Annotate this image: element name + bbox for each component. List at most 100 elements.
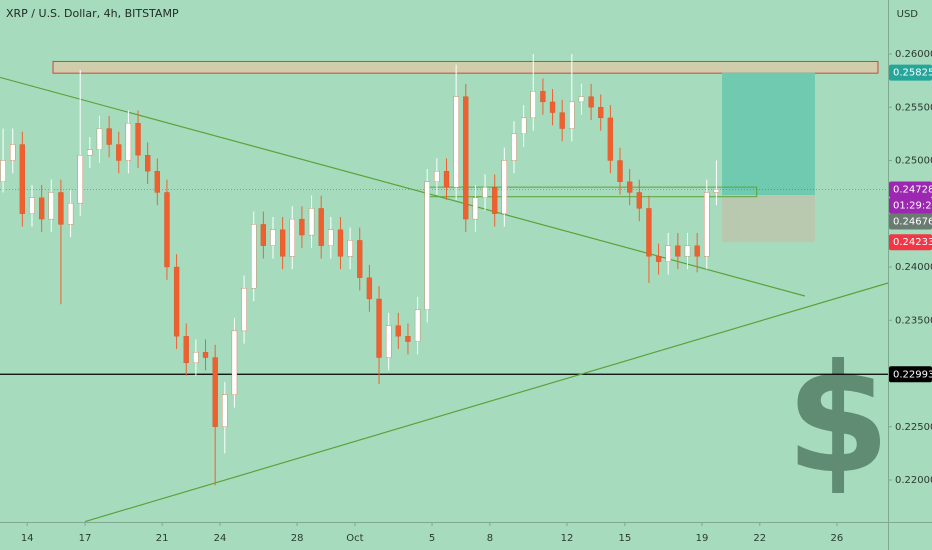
candle-body — [540, 91, 546, 103]
candle-body — [154, 171, 160, 193]
candle-body — [607, 117, 614, 161]
x-tick-label: 14 — [21, 533, 34, 544]
x-tick-label: 28 — [291, 533, 304, 544]
candle-body — [0, 160, 6, 182]
candle-body — [530, 91, 536, 119]
candle-body — [598, 107, 604, 119]
candle-body — [318, 208, 324, 246]
x-tick-label: 21 — [156, 533, 169, 544]
candle-body — [202, 352, 209, 358]
countdown-pill — [889, 197, 932, 214]
candle-body — [87, 149, 93, 156]
candle-body — [145, 155, 151, 172]
x-tick-label: 15 — [618, 533, 631, 544]
candle-body — [357, 240, 363, 278]
candle-body — [251, 224, 257, 289]
x-tick-label: 22 — [753, 533, 766, 544]
candle-body — [328, 229, 334, 246]
loss-zone — [722, 195, 815, 243]
candle-body — [116, 144, 122, 161]
candle-body — [106, 128, 112, 145]
price-pill — [889, 234, 932, 251]
candle-body — [627, 181, 633, 193]
candle-body — [58, 192, 64, 225]
candle-body — [67, 202, 74, 225]
price-pill — [889, 213, 932, 230]
price-pill — [889, 181, 932, 198]
price-pill — [889, 64, 932, 81]
candle-body — [578, 96, 585, 103]
candle-body — [617, 160, 623, 182]
candle-body — [482, 186, 488, 198]
candle-body — [19, 144, 26, 214]
candle-body — [29, 197, 35, 214]
candle-body — [414, 309, 421, 342]
profit-zone — [722, 72, 815, 196]
candle-body — [299, 218, 305, 236]
candle-body — [559, 112, 565, 129]
candle-body — [501, 160, 507, 214]
candle-body — [125, 123, 132, 161]
resistance-zone — [52, 60, 879, 74]
candle-body — [655, 256, 662, 262]
candle-body — [386, 325, 392, 358]
x-tick-label: Oct — [346, 533, 363, 544]
x-tick-label: 5 — [429, 533, 435, 544]
candle-body — [241, 288, 247, 332]
candle-body — [376, 298, 382, 358]
price-pill-label: 0.24233 — [893, 237, 932, 248]
x-tick-label: 8 — [487, 533, 493, 544]
trendline — [84, 282, 889, 523]
price-pill-label: 0.24676 — [893, 216, 932, 227]
candle-body — [183, 336, 189, 364]
candle-body — [279, 229, 286, 257]
candle-body — [588, 96, 594, 108]
x-tick-label: 17 — [79, 533, 92, 544]
candle-body — [405, 336, 411, 342]
candle-body — [231, 330, 238, 395]
candle-body — [713, 189, 720, 193]
x-tick-label: 19 — [696, 533, 709, 544]
candle-body — [704, 192, 710, 257]
candle-body — [395, 325, 401, 337]
candle-body — [308, 208, 315, 236]
candle-body — [212, 357, 218, 427]
candle-body — [135, 123, 141, 156]
candle-body — [492, 186, 498, 214]
candle-body — [48, 192, 54, 220]
x-tick-label: 12 — [561, 533, 574, 544]
candle-body — [193, 352, 199, 364]
y-tick-label: 0.26000 — [895, 49, 932, 60]
candle-body — [463, 96, 469, 220]
candle-body — [10, 144, 16, 161]
candle-body — [260, 224, 267, 246]
candle-body — [337, 229, 344, 257]
countdown-label: 01:29:21 — [893, 200, 932, 211]
candle-body — [173, 266, 180, 337]
candle-body — [694, 245, 700, 257]
candle-body — [665, 245, 671, 262]
candle-body — [38, 197, 45, 220]
candle-body — [549, 101, 556, 113]
chart-title: XRP / U.S. Dollar, 4h, BITSTAMP — [6, 7, 179, 20]
candle-body — [434, 171, 440, 182]
candle-body — [472, 197, 479, 220]
x-tick-label: 26 — [831, 533, 844, 544]
candle-body — [675, 245, 681, 257]
price-pill-label: 0.25825 — [893, 68, 932, 79]
candle-body — [424, 181, 430, 310]
watermark: $ — [786, 333, 890, 507]
candle-body — [77, 155, 83, 204]
candle-body — [684, 245, 691, 257]
price-pill — [889, 366, 932, 383]
candle-body — [96, 128, 103, 151]
candle-body — [270, 229, 276, 246]
candle-body — [520, 117, 527, 135]
